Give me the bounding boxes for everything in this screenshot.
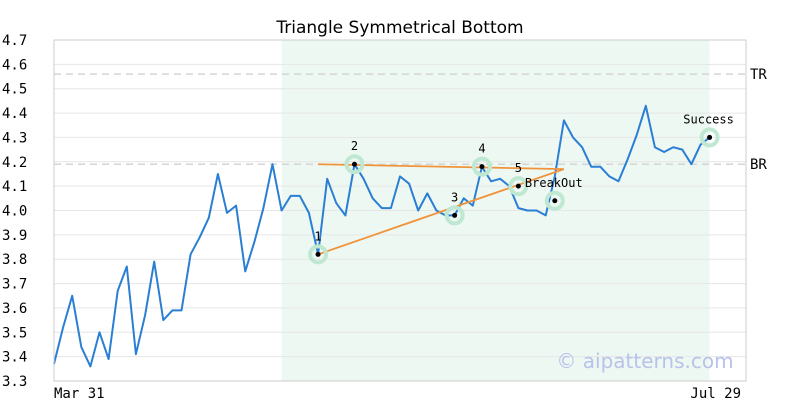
y-tick-label: 3.9 bbox=[2, 228, 27, 244]
y-tick-label: 4.1 bbox=[2, 179, 27, 195]
trendline-upper bbox=[318, 163, 564, 170]
point-5-label: 5 bbox=[515, 161, 522, 175]
point-breakout-halo bbox=[544, 190, 565, 211]
y-tick-label: 4.2 bbox=[2, 155, 27, 171]
point-2-label: 2 bbox=[351, 139, 358, 153]
y-tick-label: 4.3 bbox=[2, 130, 27, 146]
trendline-lower bbox=[317, 168, 565, 256]
point-4-marker bbox=[479, 164, 485, 170]
x-tick-label: Jul 29 bbox=[690, 386, 741, 402]
point-success-label: Success bbox=[683, 112, 734, 126]
point-3-marker bbox=[452, 212, 458, 218]
point-3-halo bbox=[444, 205, 465, 226]
point-2-marker bbox=[351, 161, 357, 167]
chart-title: Triangle Symmetrical Bottom bbox=[275, 18, 523, 38]
y-tick-label: 3.4 bbox=[2, 350, 27, 366]
y-tick-label: 4.7 bbox=[2, 33, 27, 49]
y-tick-label: 4.5 bbox=[2, 82, 27, 98]
point-3-label: 3 bbox=[451, 190, 458, 204]
y-tick-label: 3.6 bbox=[2, 301, 27, 317]
y-tick-label: 4.0 bbox=[2, 204, 27, 220]
point-1-halo bbox=[308, 244, 329, 265]
point-2-halo bbox=[344, 154, 365, 175]
x-tick-label: Mar 31 bbox=[54, 386, 105, 402]
y-tick-label: 4.6 bbox=[2, 57, 27, 73]
point-success-marker bbox=[707, 134, 713, 140]
plot-frame bbox=[53, 39, 747, 382]
point-5-marker bbox=[515, 183, 521, 189]
point-4-halo bbox=[471, 156, 492, 177]
point-1-marker bbox=[315, 251, 321, 257]
point-5-halo bbox=[508, 176, 529, 197]
point-success-halo bbox=[699, 127, 720, 148]
watermark: © aipatterns.com bbox=[556, 349, 733, 373]
point-breakout-marker bbox=[552, 198, 558, 204]
y-tick-label: 4.4 bbox=[2, 106, 27, 122]
price-series-line bbox=[53, 104, 711, 368]
y-tick-label: 3.8 bbox=[2, 252, 27, 268]
point-4-label: 4 bbox=[478, 142, 485, 156]
y-tick-label: 3.5 bbox=[2, 325, 27, 341]
level-label-tr: TR bbox=[750, 67, 767, 83]
level-label-br: BR bbox=[750, 157, 767, 173]
point-1-label: 1 bbox=[314, 229, 321, 243]
point-breakout-label: BreakOut bbox=[525, 176, 583, 190]
y-tick-label: 3.3 bbox=[2, 374, 27, 390]
y-tick-label: 3.7 bbox=[2, 277, 27, 293]
